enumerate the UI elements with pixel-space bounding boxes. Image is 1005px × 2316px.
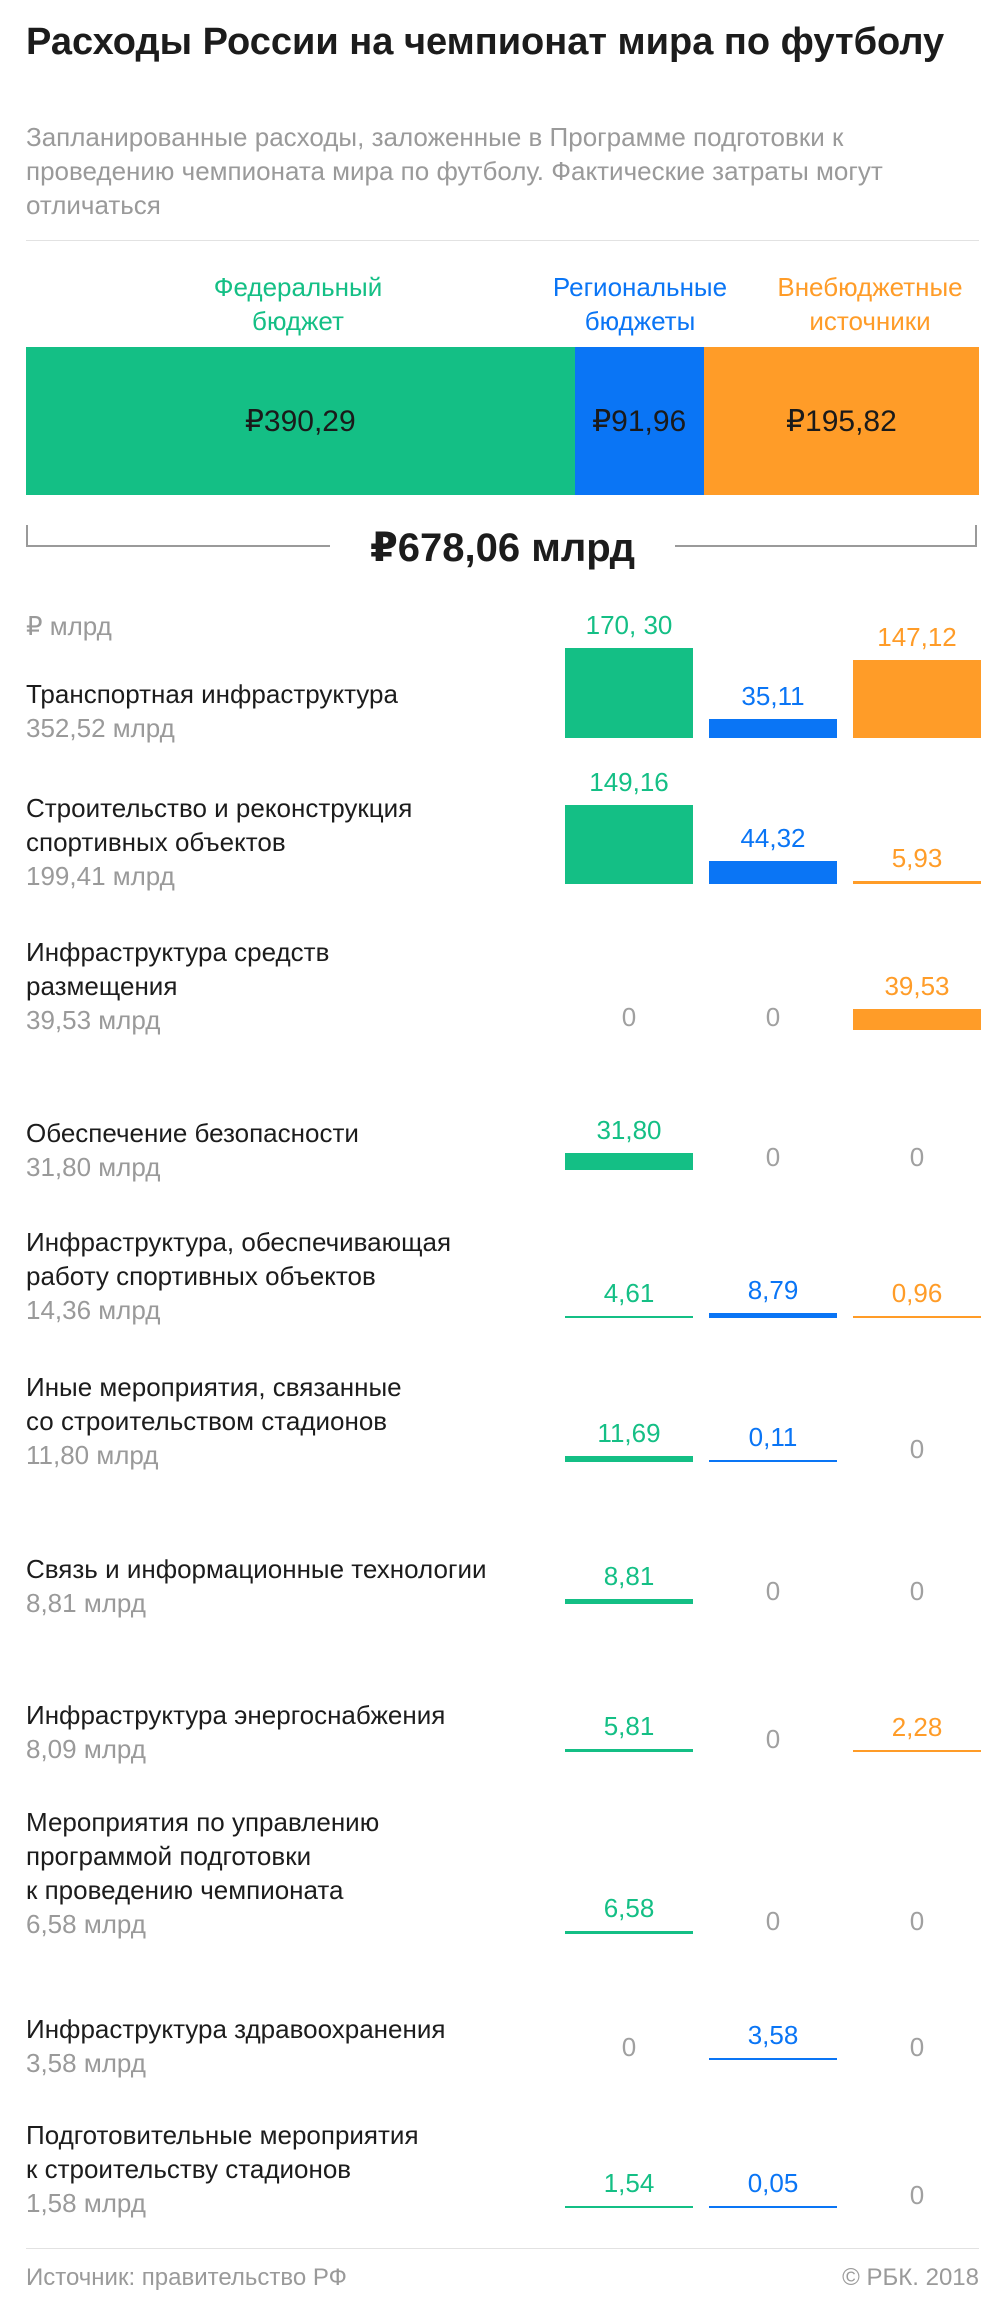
value-label-regional: 0,11	[748, 1422, 798, 1452]
category-total: 6,58 млрд	[26, 1909, 146, 1939]
total-label: ₽678,06 млрд	[330, 518, 675, 578]
value-label-federal: 1,54	[603, 2168, 655, 2198]
value-label-federal: 0	[621, 1002, 637, 1032]
category-total: 11,80 млрд	[26, 1440, 159, 1470]
bar-regional	[709, 719, 837, 738]
source-note: Источник: правительство РФ	[26, 2264, 347, 2291]
category-name: Строительство и реконструкция спортивных…	[26, 793, 413, 857]
bar-federal	[565, 648, 693, 738]
category-total: 39,53 млрд	[26, 1005, 161, 1035]
category-name: Иные мероприятия, связанные со строитель…	[26, 1372, 402, 1436]
value-label-offbudget: 39,53	[884, 971, 950, 1001]
category-name: Подготовительные мероприятия к строитель…	[26, 2120, 419, 2184]
category-name: Инфраструктура, обеспечивающая работу сп…	[26, 1227, 452, 1291]
bar-federal	[565, 1153, 693, 1170]
page-subtitle: Запланированные расходы, заложенные в Пр…	[26, 122, 883, 220]
bar-offbudget	[853, 1009, 981, 1030]
top-divider	[26, 240, 979, 241]
value-label-federal: 0	[621, 2032, 637, 2062]
bar-regional	[709, 1313, 837, 1318]
value-label-offbudget: 0	[909, 1906, 925, 1936]
category-total: 14,36 млрд	[26, 1295, 161, 1325]
value-label-offbudget: 2,28	[891, 1712, 943, 1742]
page-title: Расходы России на чемпионат мира по футб…	[26, 21, 945, 63]
value-label-federal: 8,81	[603, 1561, 655, 1591]
value-label-federal: 149,16	[589, 767, 669, 797]
value-label-regional: 0	[765, 1002, 781, 1032]
value-label-regional: 0,05	[747, 2168, 799, 2198]
value-label-offbudget: 0	[909, 2180, 925, 2210]
bar-federal	[565, 805, 693, 884]
value-label-federal: 31,80	[596, 1115, 662, 1145]
value-label-regional: 0	[765, 1724, 781, 1754]
category-total: 8,81 млрд	[26, 1588, 146, 1618]
category-total: 1,58 млрд	[26, 2188, 146, 2218]
bar-offbudget	[853, 660, 981, 738]
stack-segment-regional: ₽91,96	[574, 347, 704, 495]
bar-federal	[565, 1599, 693, 1604]
value-label-federal: 11,69	[597, 1418, 661, 1448]
category-total: 3,58 млрд	[26, 2048, 146, 2078]
value-label-federal: 5,81	[603, 1711, 655, 1741]
stacked-total-bar: ₽390,29 ₽91,96 ₽195,82	[26, 347, 979, 495]
value-label-offbudget: 0	[909, 1142, 925, 1172]
category-total: 8,09 млрд	[26, 1734, 146, 1764]
category-name: Транспортная инфраструктура	[26, 679, 398, 709]
unit-label: ₽ млрд	[26, 611, 112, 641]
category-name: Обеспечение безопасности	[26, 1118, 359, 1148]
value-label-regional: 44,32	[740, 823, 806, 853]
value-label-federal: 4,61	[603, 1278, 655, 1308]
stack-segment-offbudget: ₽195,82	[703, 347, 979, 495]
bar-federal	[565, 1931, 693, 1934]
stack-segment-federal: ₽390,29	[26, 347, 575, 495]
value-label-offbudget: 147,12	[877, 622, 957, 652]
bar-federal	[565, 2206, 693, 2208]
category-name: Связь и информационные технологии	[26, 1554, 487, 1584]
category-name: Мероприятия по управлению программой под…	[26, 1807, 380, 1905]
value-label-regional: 0	[765, 1142, 781, 1172]
value-label-offbudget: 0	[909, 1434, 925, 1464]
bar-regional	[709, 2058, 837, 2060]
value-label-regional: 3,58	[747, 2020, 799, 2050]
category-name: Инфраструктура энергоснабжения	[26, 1700, 446, 1730]
copyright: © РБК. 2018	[842, 2264, 979, 2291]
value-label-offbudget: 5,93	[891, 843, 943, 873]
bar-offbudget	[853, 881, 981, 884]
category-total: 31,80 млрд	[26, 1152, 161, 1182]
value-label-federal: 170, 30	[585, 610, 673, 640]
category-name: Инфраструктура здравоохранения	[26, 2014, 446, 2044]
bar-offbudget	[853, 1316, 981, 1318]
bar-regional	[709, 1460, 837, 1462]
bar-federal	[565, 1456, 693, 1462]
value-label-federal: 6,58	[603, 1893, 655, 1923]
legend-federal: Федеральный бюджет	[213, 272, 383, 336]
bar-regional	[709, 861, 837, 884]
value-label-regional: 0	[765, 1906, 781, 1936]
category-total: 199,41 млрд	[26, 861, 175, 891]
category-total: 352,52 млрд	[26, 713, 175, 743]
bottom-divider	[26, 2248, 979, 2249]
value-label-regional: 0	[765, 1576, 781, 1606]
category-name: Инфраструктура средств размещения	[26, 937, 330, 1001]
value-label-regional: 8,79	[747, 1275, 799, 1305]
value-label-offbudget: 0	[909, 2032, 925, 2062]
legend-regional: Региональные бюджеты	[552, 272, 728, 336]
bar-offbudget	[853, 1750, 981, 1752]
value-label-offbudget: 0,96	[891, 1278, 943, 1308]
bar-regional	[709, 2206, 837, 2208]
legend-offbudget: Внебюджетные источники	[777, 272, 963, 336]
bar-federal	[565, 1749, 693, 1752]
value-label-offbudget: 0	[909, 1576, 925, 1606]
bar-federal	[565, 1316, 693, 1318]
value-label-regional: 35,11	[741, 681, 805, 711]
